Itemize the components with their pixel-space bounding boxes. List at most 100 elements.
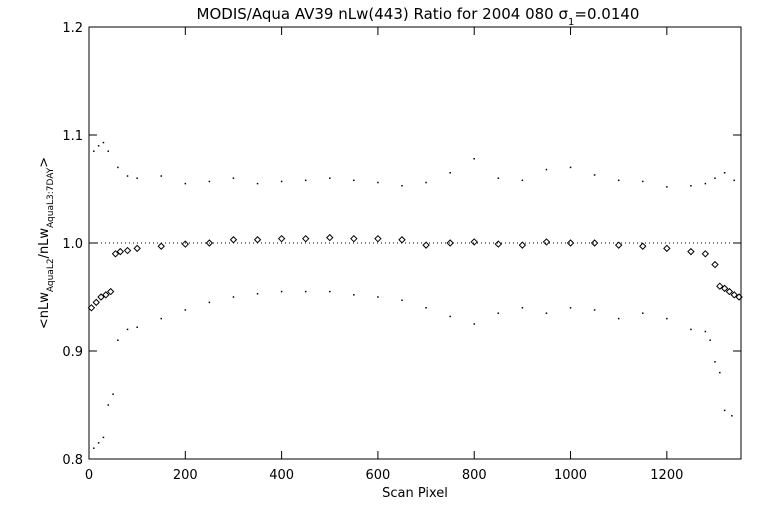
data-point-lower (449, 315, 451, 318)
data-point-lower (184, 309, 187, 311)
x-tick-label: 600 (366, 468, 391, 483)
x-axis-ticks: 0 200 400 600 800 1000 1200 (85, 27, 683, 483)
data-point-lower (642, 312, 644, 314)
data-point-mean (446, 239, 454, 247)
data-point-mean (687, 247, 695, 256)
x-tick-label: 800 (462, 468, 487, 483)
chart-title: MODIS/Aqua AV39 nLw(443) Ratio for 2004 … (197, 5, 640, 28)
data-point-upper (117, 166, 119, 169)
y-tick-label: 1.0 (62, 237, 83, 252)
data-point-mean (229, 236, 238, 244)
data-point-lower (497, 312, 500, 314)
data-point-mean (123, 246, 132, 255)
data-point-mean (374, 234, 382, 243)
data-point-mean (181, 240, 190, 248)
chart-title-sigma-value: =0.0140 (574, 5, 639, 23)
data-point-upper (666, 186, 668, 188)
data-point-upper (280, 180, 283, 183)
data-point-lower (425, 307, 427, 309)
data-point-mean (730, 291, 738, 299)
data-point-lower (280, 290, 283, 293)
y-axis-label-mid: /nLw (37, 228, 52, 259)
data-point-upper (714, 177, 716, 179)
data-point-lower (473, 323, 475, 325)
chart-title-sigma: σ (559, 5, 569, 23)
data-point-lower (731, 415, 733, 417)
data-point-mean (97, 293, 105, 301)
data-point-mean (614, 241, 623, 249)
data-point-lower (102, 436, 105, 439)
data-point-mean (518, 241, 527, 249)
data-point-upper (497, 177, 500, 179)
data-point-upper (642, 180, 644, 183)
data-point-mean (301, 234, 310, 243)
y-axis-label-sub1: AquaL2 (46, 258, 56, 292)
data-point-mean (92, 298, 100, 307)
data-point-mean (639, 242, 647, 250)
chart-title-sigma-sub: 1 (568, 17, 574, 28)
data-point-mean (701, 250, 710, 258)
data-point-lower (401, 299, 403, 301)
y-tick-label: 1.2 (62, 21, 83, 36)
data-point-lower (353, 294, 355, 296)
data-point-upper (107, 150, 110, 152)
data-point-upper (102, 141, 105, 144)
data-points (87, 141, 743, 449)
data-point-mean (398, 236, 406, 244)
x-tick-label: 0 (85, 468, 93, 483)
data-point-upper (353, 179, 355, 182)
data-point-mean (566, 239, 575, 247)
data-point-mean (470, 238, 478, 246)
data-point-lower (704, 330, 707, 333)
data-point-upper (256, 182, 259, 185)
data-point-lower (719, 371, 721, 374)
data-point-upper (232, 177, 235, 179)
data-point-lower (112, 393, 114, 395)
data-point-lower (304, 290, 307, 293)
data-point-upper (377, 181, 379, 184)
chart-title-main: MODIS/Aqua AV39 nLw(443) Ratio for 2004 … (197, 5, 559, 23)
y-axis-ticks: 0.8 0.9 1.0 1.1 1.2 (62, 21, 741, 468)
data-point-upper (304, 179, 307, 182)
data-point-mean (116, 247, 125, 256)
data-point-upper (126, 175, 129, 177)
data-point-lower (521, 307, 524, 309)
data-point-lower (545, 312, 548, 314)
y-axis-label-sub2: AquaL3:7DAY (46, 167, 56, 228)
y-tick-label: 1.1 (62, 129, 83, 144)
data-point-lower (97, 442, 100, 444)
data-point-lower (107, 404, 110, 406)
y-axis-label-prefix: <nLw (37, 292, 52, 329)
data-point-upper (473, 158, 475, 160)
data-point-lower (160, 317, 162, 320)
data-point-upper (593, 174, 596, 176)
data-point-lower (208, 301, 211, 304)
data-point-upper (208, 180, 211, 183)
data-point-upper (617, 179, 620, 182)
data-point-upper (425, 181, 427, 184)
data-point-upper (521, 179, 524, 182)
data-point-mean (716, 282, 724, 290)
data-point-upper (93, 150, 95, 152)
data-point-mean (542, 238, 551, 246)
data-point-mean (590, 239, 599, 247)
y-tick-label: 0.9 (62, 345, 83, 360)
data-point-upper (160, 175, 162, 177)
x-tick-label: 200 (173, 468, 198, 483)
data-point-upper (569, 166, 572, 169)
data-point-lower (256, 293, 259, 295)
data-point-lower (117, 339, 119, 341)
y-tick-label: 0.8 (62, 453, 83, 468)
data-point-lower (723, 409, 726, 412)
data-point-mean (133, 244, 141, 253)
data-point-lower (136, 326, 138, 328)
data-point-mean (422, 241, 430, 249)
data-point-mean (663, 244, 671, 253)
data-point-upper (449, 172, 451, 174)
x-tick-label: 1000 (554, 468, 587, 483)
data-point-lower (126, 328, 129, 331)
data-point-upper (733, 179, 736, 182)
data-point-upper (704, 182, 707, 185)
data-point-mean (350, 234, 358, 243)
data-point-upper (136, 177, 138, 179)
